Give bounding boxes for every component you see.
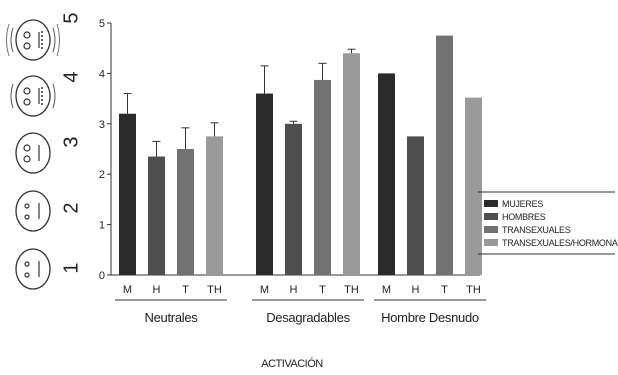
legend-entry: MUJERES — [502, 199, 543, 209]
bar-transexuales-hormonas-1 — [343, 53, 360, 275]
x-tick-label: M — [123, 284, 132, 296]
x-tick-label: T — [319, 284, 326, 296]
bar-mujeres-1 — [256, 93, 273, 275]
x-axis-title: ACTIVACIÓN — [261, 357, 323, 370]
legend-swatch — [484, 200, 498, 207]
legend-entry: HOMBRES — [502, 212, 546, 222]
x-tick-label: TH — [466, 284, 481, 296]
sam-arousal-scale — [6, 19, 60, 290]
bar-mujeres-2 — [378, 73, 395, 276]
legend-entry: TRANSEXUALES — [502, 225, 571, 235]
bar-transexuales-2 — [436, 35, 453, 275]
y-axis-scale-labels: 1 2 3 4 5 — [60, 12, 82, 273]
bar-mujeres-0 — [119, 113, 136, 275]
x-tick-label: T — [182, 284, 189, 296]
y-tick-label: 2 — [99, 169, 105, 181]
y-tick-label: 5 — [99, 18, 105, 30]
legend: MUJERES HOMBRES TRANSEXUALES TRANSEXUALES/H… — [478, 191, 618, 255]
sam-manikin-4-icon — [10, 75, 56, 117]
group-label: Neutrales — [145, 310, 199, 325]
scale-label: 1 — [60, 262, 82, 273]
y-tick-label: 0 — [99, 270, 105, 282]
bar-transexuales-hormonas-2 — [465, 97, 482, 275]
bar-transexuales-1 — [314, 79, 331, 276]
group-label: Desagradables — [266, 310, 350, 325]
x-axis-labels: M H T TH Neutrales M H T TH Desagradables M H T TH Hom… — [115, 284, 486, 325]
x-tick-label: M — [260, 284, 269, 296]
legend-swatch — [484, 213, 498, 220]
bar-transexuales-0 — [177, 149, 194, 275]
y-tick-label: 4 — [99, 68, 105, 80]
sam-manikin-5-icon — [6, 19, 60, 61]
bar-transexuales-hormonas-0 — [206, 136, 223, 275]
legend-swatch — [484, 239, 498, 246]
sam-manikin-3-icon — [15, 132, 51, 174]
sam-manikin-2-icon — [15, 190, 51, 232]
bars-layer — [119, 35, 482, 276]
x-tick-label: H — [153, 284, 161, 296]
y-tick-label: 3 — [99, 119, 105, 131]
x-tick-label: H — [412, 284, 420, 296]
y-tick-label: 1 — [99, 220, 105, 232]
bar-hombres-1 — [285, 123, 302, 275]
bar-hombres-2 — [407, 136, 424, 275]
x-tick-label: M — [382, 284, 391, 296]
scale-label: 3 — [60, 136, 82, 147]
sam-manikin-1-icon — [15, 248, 51, 290]
scale-label: 2 — [60, 202, 82, 213]
x-tick-label: H — [290, 284, 298, 296]
scale-label: 5 — [60, 12, 82, 23]
bar-hombres-0 — [148, 156, 165, 275]
legend-swatch — [484, 226, 498, 233]
x-tick-label: TH — [344, 284, 359, 296]
legend-entry: TRANSEXUALES/HORMONAS — [502, 238, 618, 248]
group-label: Hombre Desnudo — [381, 310, 479, 325]
x-tick-label: T — [441, 284, 448, 296]
scale-label: 4 — [60, 71, 82, 82]
x-tick-label: TH — [207, 284, 222, 296]
